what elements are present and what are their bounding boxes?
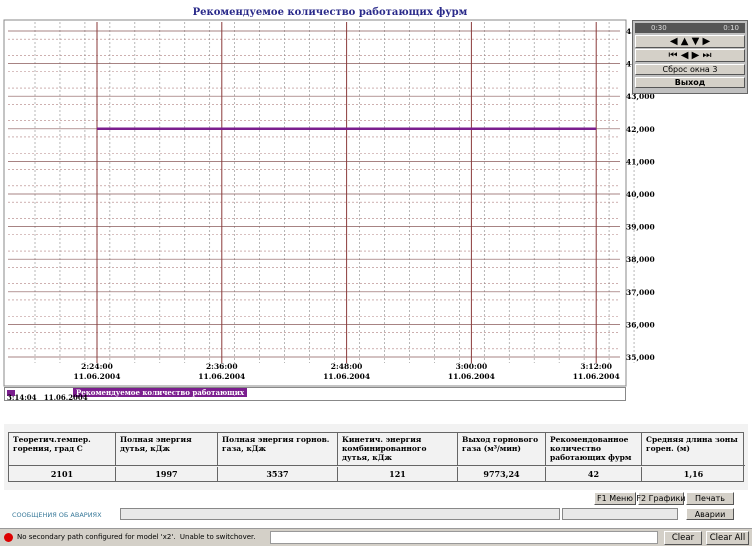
table-header: Полная энергия дутья, кДж — [115, 433, 217, 466]
step-right: 0:10 — [723, 24, 739, 32]
status-bar: No secondary path configured for model '… — [0, 528, 752, 546]
table-header: Средняя длина зоны горен. (м) — [641, 433, 745, 466]
table-header: Полная энергия горнов. газа, кДж — [217, 433, 337, 466]
table-header: Выход горнового газа (м³/мин) — [457, 433, 545, 466]
nav-panel: 0:30 0:10 ◀ ▲ ▼ ▶ ⏮ ◀ ▶ ⏭ Сброс окна 3 В… — [632, 20, 748, 94]
table-panel — [4, 424, 748, 490]
chart-frame — [3, 19, 627, 387]
button[interactable]: Аварии — [686, 508, 734, 520]
alarm-field — [120, 508, 560, 520]
alarm-field — [562, 508, 678, 520]
table-cell: 1,16 — [641, 467, 745, 481]
button[interactable]: Печать — [686, 492, 734, 505]
nav-buttons[interactable]: ⏮ ◀ ▶ ⏭ — [635, 49, 745, 62]
chart-title: Рекомендуемое количество работающих фурм — [192, 7, 468, 18]
clear-button[interactable]: Clear — [664, 531, 702, 545]
reset-button[interactable]: Сброс окна 3 — [635, 64, 745, 75]
status-field — [270, 531, 658, 544]
x-tick-label: 3:00:00 11.06.2004 — [447, 362, 495, 381]
status-message: No secondary path configured for model '… — [17, 533, 256, 541]
legend: Рекомендуемое количество работающих 3:14… — [4, 387, 626, 402]
legend-time: 3:14:04 11.06.2004 — [7, 393, 88, 402]
legend-swatch — [7, 390, 15, 396]
y-tick-label: 38,000 — [626, 255, 655, 264]
data-table: Теоретич.темпер. горения, град С 2101 Полн… — [8, 432, 745, 482]
table-cell: 42 — [545, 467, 641, 481]
y-tick-label: 42,000 — [626, 125, 655, 134]
x-tick-label: 3:12:00 11.06.2004 — [572, 362, 620, 381]
step-bar: 0:30 0:10 — [635, 23, 745, 33]
table-header: Рекомендованное количество работающих фу… — [545, 433, 641, 466]
table-cell: 9773,24 — [457, 467, 545, 481]
table-cell: 2101 — [50, 469, 74, 479]
error-icon — [4, 533, 13, 542]
table-cell: 3537 — [217, 467, 337, 481]
button[interactable]: F1 Меню — [594, 492, 636, 505]
x-tick-label: 2:36:00 11.06.2004 — [198, 362, 246, 381]
button[interactable]: F2 Графики — [636, 492, 686, 505]
y-tick-label: 41,000 — [626, 157, 655, 166]
y-tick-label: 39,000 — [626, 223, 655, 232]
exit-button[interactable]: Выход — [635, 77, 745, 88]
alarms-label: СООБЩЕНИЯ ОБ АВАРИЯХ — [12, 511, 102, 519]
x-tick-label: 2:48:00 11.06.2004 — [323, 362, 371, 381]
scroll-buttons[interactable]: ◀ ▲ ▼ ▶ — [635, 35, 745, 48]
y-tick-label: 43,000 — [626, 92, 655, 101]
step-left: 0:30 — [651, 24, 667, 32]
y-tick-label: 37,000 — [626, 288, 655, 297]
table-header: Кинетич. энергия комбинированного дутья,… — [337, 433, 457, 466]
legend-entry: Рекомендуемое количество работающих — [73, 388, 248, 397]
y-tick-label: 36,000 — [626, 320, 655, 329]
table-header: Теоретич.темпер. горения, град С — [9, 433, 115, 466]
x-tick-label: 2:24:00 11.06.2004 — [73, 362, 121, 381]
y-tick-label: 40,000 — [626, 190, 655, 199]
table-cell: 121 — [337, 467, 457, 481]
clear-all-button[interactable]: Clear All — [706, 531, 749, 545]
table-cell: 1997 — [115, 467, 217, 481]
y-tick-label: 35,000 — [626, 353, 655, 362]
